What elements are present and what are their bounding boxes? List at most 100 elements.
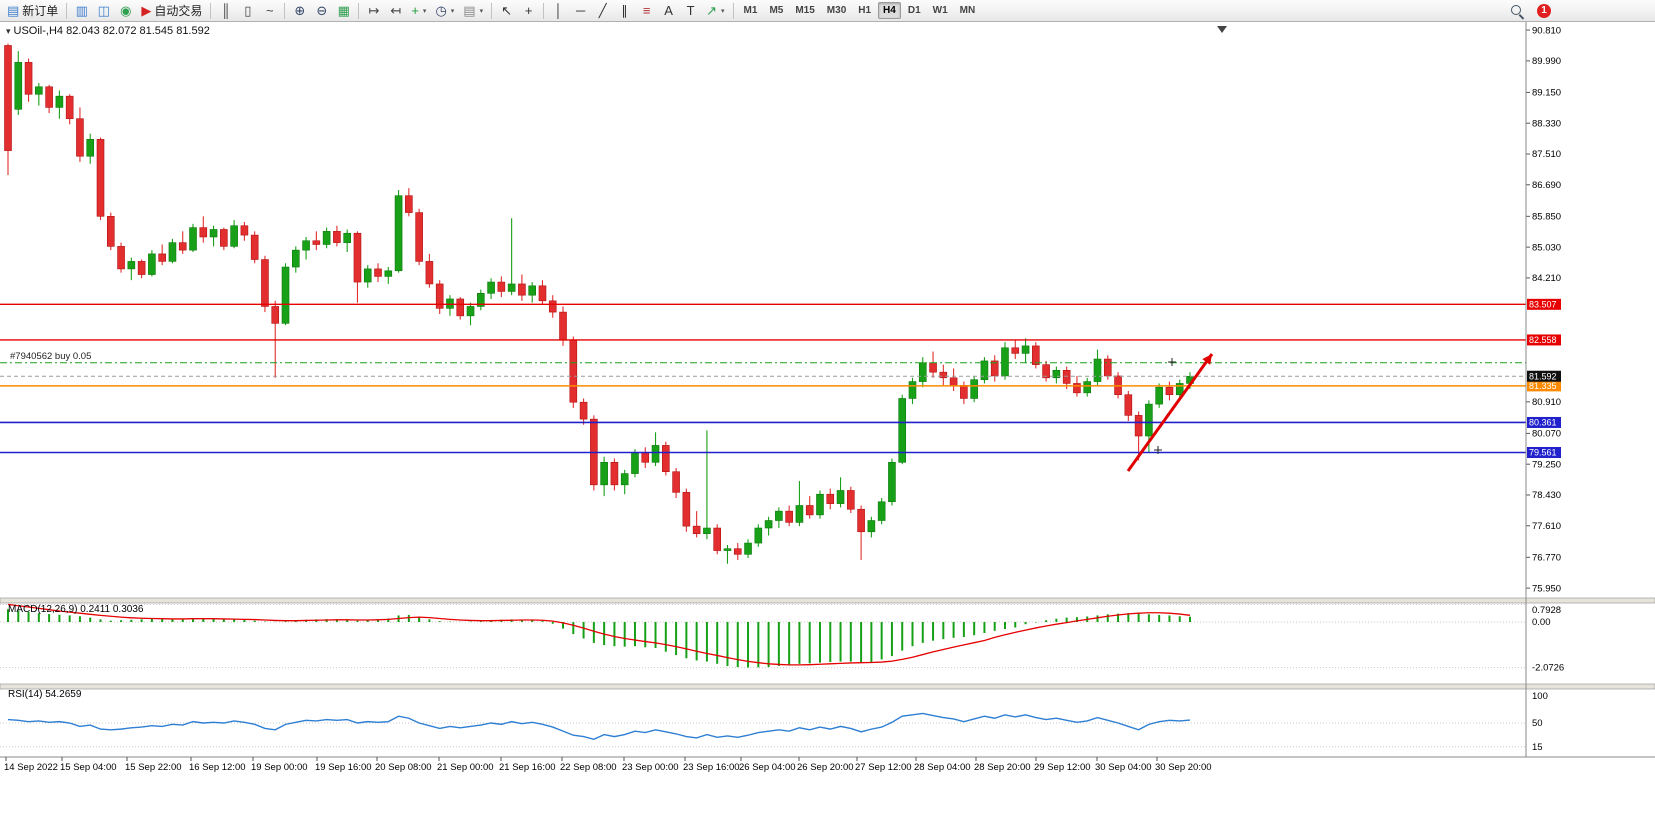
candle <box>1093 349 1102 386</box>
new-order-button[interactable]: ▤ 新订单 <box>3 1 62 20</box>
vertical-line-icon[interactable]: │ <box>554 3 563 18</box>
candle <box>96 137 105 221</box>
panel-splitter[interactable] <box>0 683 1655 690</box>
timeframe-buttons: M1 M5 M15 M30 H1 H4 D1 W1 MN <box>738 2 982 19</box>
candle <box>713 524 722 555</box>
text-icon[interactable]: A <box>664 3 673 18</box>
candle <box>1042 360 1050 382</box>
chart-shift-marker[interactable] <box>1217 26 1227 33</box>
periods-button[interactable]: ◷ ▾ <box>435 3 455 18</box>
arrows-button[interactable]: ↗ ▾ <box>706 3 725 18</box>
trend-arrow-line[interactable] <box>1126 353 1214 472</box>
candle <box>939 364 948 386</box>
templates-button[interactable]: ▤ ▾ <box>463 3 484 18</box>
zoom-out-icon[interactable]: ⊖ <box>316 3 328 18</box>
candle <box>1083 377 1092 397</box>
candle <box>55 90 64 119</box>
auto-trading-icon: ▶ <box>141 3 152 18</box>
auto-scroll-icon[interactable]: ↦ <box>368 3 380 18</box>
timeframe-button-w1[interactable]: W1 <box>932 5 948 16</box>
rsi-line <box>7 712 1191 741</box>
cursor-icon[interactable]: ↖ <box>501 3 513 18</box>
time-axis-label: 22 Sep 08:00 <box>560 762 617 773</box>
tile-windows-icon[interactable]: ▦ <box>337 3 350 18</box>
candle <box>35 83 43 106</box>
candle <box>867 516 876 538</box>
horizontal-line-icon[interactable]: ─ <box>576 3 586 18</box>
navigator-icon[interactable]: ◉ <box>120 3 132 18</box>
price-badge-text: 81.335 <box>1529 381 1557 391</box>
new-order-button-label: 新订单 <box>22 4 59 18</box>
candle <box>610 458 619 491</box>
candle <box>476 289 485 311</box>
candle <box>230 220 238 249</box>
price-badge-79.561 <box>1527 447 1561 459</box>
candle <box>466 302 475 326</box>
time-axis-label: 19 Sep 00:00 <box>251 762 308 773</box>
macd-axis-label: 0.7928 <box>1532 605 1561 616</box>
trendline-icon[interactable]: ╱ <box>598 3 607 18</box>
candlestick-chart-icon[interactable]: ▯ <box>244 3 252 18</box>
candle <box>446 295 454 316</box>
notification-badge[interactable]: 1 <box>1537 3 1551 18</box>
timeframe-button-m15[interactable]: M15 <box>795 5 815 16</box>
market-watch-icon[interactable]: ▥ <box>75 3 88 18</box>
panel-splitter[interactable] <box>0 597 1655 604</box>
time-axis-label: 30 Sep 20:00 <box>1155 762 1212 773</box>
toolbar-separator <box>491 2 493 19</box>
timeframe-button-h1[interactable]: H1 <box>858 5 872 16</box>
candle <box>651 432 660 467</box>
price-axis-label: 78.430 <box>1532 490 1561 501</box>
candle <box>137 259 146 279</box>
auto-trading-button[interactable]: ▶ 自动交易 <box>137 1 206 20</box>
price-axis-label: 79.250 <box>1532 459 1561 470</box>
dropdown-caret-icon: ▾ <box>422 7 427 15</box>
data-window-icon[interactable]: ◫ <box>97 3 110 18</box>
candle <box>918 357 927 388</box>
candle <box>291 246 300 273</box>
search-button[interactable] <box>1504 1 1530 20</box>
timeframe-button-m30[interactable]: M30 <box>826 5 847 16</box>
candle <box>250 231 259 264</box>
candle <box>631 449 639 478</box>
one-click-trading-toggle[interactable]: ▾ <box>6 26 11 36</box>
timeframe-button-mn[interactable]: MN <box>959 5 976 16</box>
timeframe-button-h4[interactable]: H4 <box>878 2 901 19</box>
timeframe-button-m1[interactable]: M1 <box>743 5 758 16</box>
candle <box>1021 338 1030 363</box>
price-chart-canvas[interactable]: 83.507 82.558 81.335 80.361 79.561 81.592 90.8… <box>0 22 1655 824</box>
candle <box>507 218 516 296</box>
chart-shift-icon[interactable]: ↤ <box>390 3 402 18</box>
zoom-in-icon[interactable]: ⊕ <box>294 3 306 18</box>
timeframe-button-m5[interactable]: M5 <box>769 5 784 16</box>
candle <box>497 276 506 298</box>
toolbar-separator <box>358 2 360 19</box>
candle <box>785 505 793 527</box>
candle <box>579 398 588 425</box>
candle <box>353 231 362 303</box>
candle <box>888 458 896 506</box>
candle <box>744 539 752 559</box>
current-price-badge <box>1527 370 1561 382</box>
crosshair-icon[interactable]: + <box>524 3 533 18</box>
indicators-button[interactable]: + ▾ <box>411 3 427 18</box>
time-axis-label: 15 Sep 04:00 <box>60 762 117 773</box>
candle <box>548 295 557 318</box>
toolbar: ▤ 新订单 ▥ ◫ ◉ ▶ 自动交易 ║ ▯ ~ ⊕ ⊖ ▦ ↦ ↤ + ▾ ◷ ▾ ▤ ▾ ↖ + │ ─ ╱ ∥ ≡ A T ↗ ▾ M1 M… <box>0 0 1655 22</box>
candle <box>980 357 989 384</box>
line-chart-icon[interactable]: ~ <box>266 3 274 18</box>
candle <box>333 225 341 247</box>
candle <box>24 58 33 102</box>
trend-arrow-head <box>1202 354 1212 365</box>
timeframe-button-d1[interactable]: D1 <box>907 5 921 16</box>
bar-chart-icon[interactable]: ║ <box>221 3 231 18</box>
time-axis-label: 23 Sep 00:00 <box>622 762 679 773</box>
auto-trading-button-label: 自动交易 <box>154 4 203 18</box>
candle <box>775 507 783 529</box>
candle <box>795 481 804 527</box>
toolbar-separator <box>732 2 734 19</box>
equidistant-channel-icon[interactable]: ∥ <box>621 3 628 18</box>
fibonacci-icon[interactable]: ≡ <box>642 3 651 18</box>
label-icon[interactable]: T <box>686 3 695 18</box>
candle <box>898 394 907 465</box>
